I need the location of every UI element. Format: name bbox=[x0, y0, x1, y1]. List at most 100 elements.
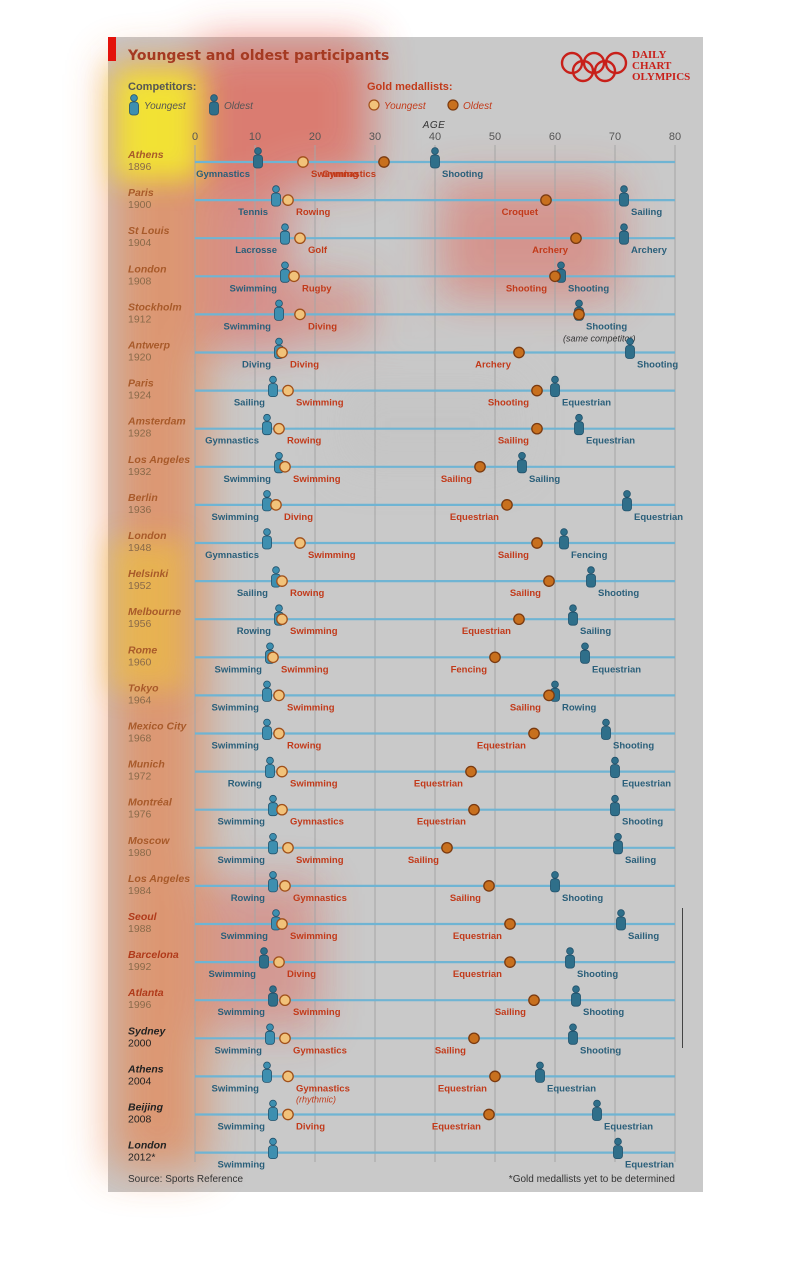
row-year: 2008 bbox=[128, 1114, 152, 1126]
row-year: 1976 bbox=[128, 809, 152, 821]
oldest-competitor-sport: Shooting bbox=[622, 817, 663, 828]
person-head bbox=[569, 604, 577, 612]
person-body bbox=[610, 764, 620, 778]
row-city: Los Angeles bbox=[128, 454, 190, 466]
row-city: Paris bbox=[128, 187, 154, 199]
row-city: Atlanta bbox=[127, 987, 164, 999]
youngest-gold-marker bbox=[279, 880, 291, 892]
row-year: 1956 bbox=[128, 618, 152, 630]
person-head bbox=[620, 185, 628, 193]
youngest-competitor-marker bbox=[265, 756, 275, 778]
row-year: 1896 bbox=[128, 161, 152, 173]
row-year: 2012* bbox=[128, 1152, 155, 1164]
person-head bbox=[620, 223, 628, 232]
person-body bbox=[280, 230, 290, 245]
oldest-competitor-marker bbox=[619, 223, 629, 245]
youngest-competitor-sport: Swimming bbox=[229, 283, 277, 294]
oldest-gold-marker bbox=[543, 575, 555, 587]
person-head bbox=[281, 261, 289, 270]
person-body bbox=[610, 802, 620, 817]
person-body bbox=[253, 154, 263, 169]
row-year: 1904 bbox=[128, 237, 152, 249]
youngest-gold-marker bbox=[270, 499, 282, 511]
person-head bbox=[210, 94, 218, 102]
oldest-gold-sport: Sailing bbox=[495, 1007, 526, 1018]
person-head bbox=[623, 490, 631, 498]
row-city: Amsterdam bbox=[127, 416, 186, 428]
youngest-competitor-sport: Swimming bbox=[211, 512, 259, 523]
person-head bbox=[269, 1099, 277, 1108]
youngest-gold-marker bbox=[279, 1032, 291, 1045]
oldest-gold-marker bbox=[573, 308, 585, 321]
oldest-competitor-sport: Rowing bbox=[562, 702, 596, 713]
oldest-competitor-sport: Archery bbox=[631, 245, 668, 256]
youngest-gold-marker bbox=[273, 689, 285, 702]
divider-line bbox=[682, 908, 683, 1048]
youngest-gold-marker bbox=[276, 613, 288, 626]
row-city: Tokyo bbox=[128, 682, 159, 694]
youngest-gold-marker bbox=[273, 727, 285, 740]
person-body bbox=[262, 497, 272, 512]
oldest-competitor-sport: Shooting bbox=[442, 169, 483, 180]
oldest-competitor-sport: Equestrian bbox=[562, 398, 611, 409]
person-head bbox=[611, 794, 619, 803]
youngest-gold-sport: Diving bbox=[287, 969, 316, 980]
row-year: 1948 bbox=[128, 542, 152, 554]
person-head bbox=[551, 375, 559, 384]
person-body bbox=[550, 383, 560, 398]
row-city: Mexico City bbox=[128, 721, 188, 733]
youngest-gold-sport: Gymnastics bbox=[296, 1083, 350, 1094]
person-head bbox=[263, 1061, 271, 1070]
oldest-gold-marker bbox=[528, 727, 540, 740]
row-city: Berlin bbox=[128, 492, 158, 504]
youngest-competitor-sport: Swimming bbox=[214, 1045, 262, 1056]
x-tick-label: 50 bbox=[489, 131, 501, 143]
footnote: *Gold medallists yet to be determined bbox=[508, 1174, 675, 1185]
oldest-gold-sport: Sailing bbox=[450, 893, 481, 904]
person-head bbox=[551, 871, 559, 879]
person-head bbox=[269, 832, 277, 841]
person-body bbox=[430, 154, 440, 169]
brand-line-1: DAILY bbox=[632, 49, 667, 61]
oldest-competitor-marker bbox=[550, 375, 560, 398]
accent-bar bbox=[108, 37, 116, 61]
person-body bbox=[619, 192, 629, 207]
row-city: Beijing bbox=[128, 1102, 164, 1114]
person-head bbox=[572, 985, 580, 993]
oldest-gold-sport: Archery bbox=[475, 360, 512, 371]
oldest-gold-sport: Gymnastics bbox=[322, 169, 376, 180]
youngest-gold-sport-note: (rhythmic) bbox=[296, 1094, 336, 1104]
youngest-gold-sport: Gymnastics bbox=[293, 1045, 347, 1056]
person-head bbox=[269, 1137, 277, 1146]
youngest-gold-sport: Swimming bbox=[287, 702, 335, 713]
brand-label: DAILY CHART OLYMPICS bbox=[632, 50, 690, 83]
person-body bbox=[568, 1030, 578, 1045]
person-head bbox=[269, 985, 277, 993]
legend-competitors-youngest: Youngest bbox=[144, 101, 187, 112]
oldest-competitor-marker bbox=[625, 337, 635, 359]
oldest-gold-sport: Croquet bbox=[502, 207, 539, 218]
row-city: Los Angeles bbox=[128, 873, 190, 885]
oldest-gold-marker bbox=[468, 1032, 480, 1045]
youngest-gold-marker bbox=[279, 460, 291, 473]
person-body bbox=[574, 421, 584, 436]
oldest-gold-marker bbox=[513, 613, 525, 626]
oldest-gold-marker bbox=[543, 689, 555, 702]
person-head bbox=[263, 680, 271, 689]
youngest-gold-marker bbox=[276, 346, 288, 359]
youngest-gold-sport: Swimming bbox=[308, 550, 356, 561]
row-year: 2000 bbox=[128, 1037, 152, 1049]
row-city: St Louis bbox=[128, 225, 170, 237]
youngest-gold-marker bbox=[273, 422, 285, 435]
oldest-competitor-sport: Shooting bbox=[580, 1045, 621, 1056]
oldest-gold-sport: Equestrian bbox=[450, 512, 499, 523]
person-head bbox=[560, 528, 568, 536]
brand-line-3: OLYMPICS bbox=[632, 71, 691, 83]
oldest-gold-sport: Archery bbox=[532, 245, 569, 256]
oldest-competitor-marker bbox=[613, 832, 623, 855]
youngest-gold-marker bbox=[267, 651, 279, 664]
oldest-competitor-sport: Sailing bbox=[628, 931, 659, 942]
oldest-gold-sport: Sailing bbox=[498, 436, 529, 447]
youngest-competitor-marker bbox=[280, 223, 290, 245]
